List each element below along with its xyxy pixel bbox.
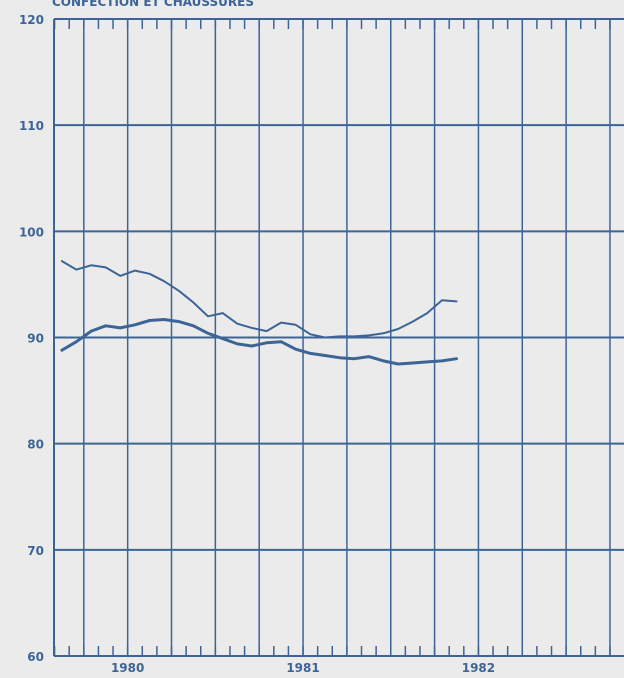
series-line-2: [60, 318, 458, 366]
y-tick-label: 60: [27, 650, 44, 664]
chart-title: CONFECTION ET CHAUSSURES: [52, 0, 254, 9]
y-tick-label: 80: [27, 438, 44, 452]
grid: [54, 18, 624, 657]
series: [60, 260, 458, 366]
x-year-label: 1981: [286, 661, 319, 675]
y-tick-label: 100: [19, 225, 44, 239]
y-tick-label: 110: [19, 119, 44, 133]
x-year-label: 1982: [462, 661, 495, 675]
y-tick-label: 90: [27, 332, 44, 346]
y-tick-label: 70: [27, 544, 44, 558]
axes: 60 70 80 90 100 110 120 1980 1981 1982: [19, 13, 611, 675]
x-year-label: 1980: [111, 661, 144, 675]
series-line-1: [60, 260, 458, 339]
y-tick-label: 120: [19, 13, 44, 27]
